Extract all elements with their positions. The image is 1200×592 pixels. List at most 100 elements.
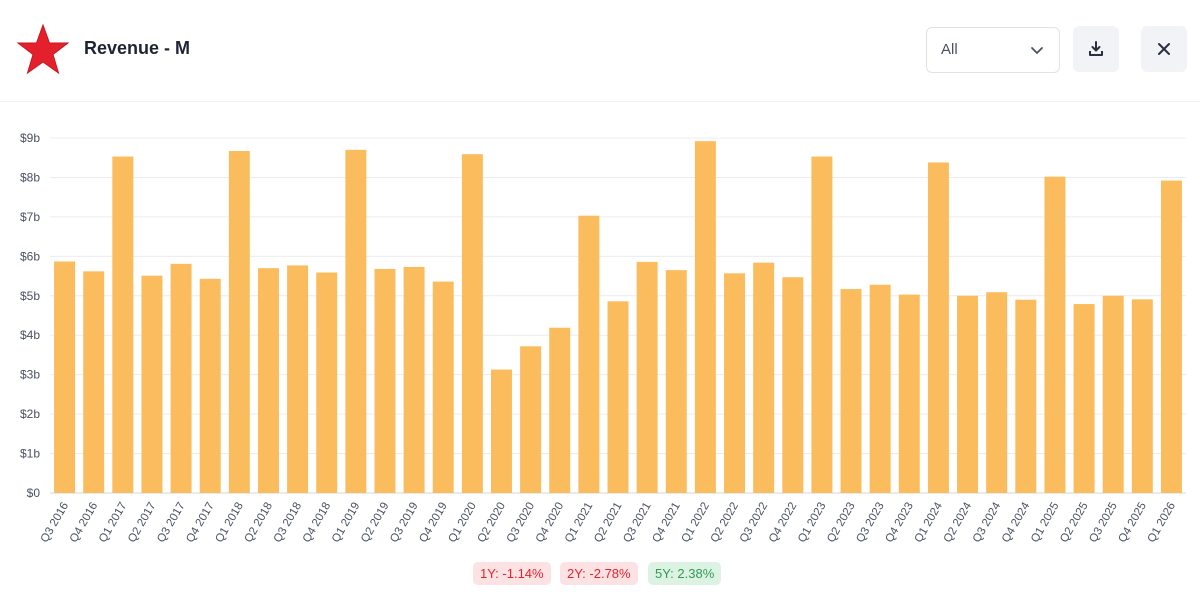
bar[interactable] xyxy=(665,270,687,493)
bar[interactable] xyxy=(170,263,192,493)
growth-badge: 2Y: -2.78% xyxy=(560,562,638,585)
x-tick-label: Q1 2019 xyxy=(330,501,362,545)
bar[interactable] xyxy=(753,262,775,493)
x-tick-label: Q1 2023 xyxy=(796,501,828,545)
growth-badge: 1Y: -1.14% xyxy=(473,562,551,585)
x-tick-label: Q2 2021 xyxy=(592,501,624,545)
growth-badge: 5Y: 2.38% xyxy=(648,562,722,585)
bar[interactable] xyxy=(345,149,367,494)
bar[interactable] xyxy=(607,301,629,493)
x-tick-label: Q4 2025 xyxy=(1116,501,1148,545)
bar[interactable] xyxy=(520,346,542,493)
bar[interactable] xyxy=(957,295,979,493)
x-tick-label: Q3 2021 xyxy=(621,501,653,545)
y-tick-label: $7b xyxy=(20,210,40,224)
x-tick-label: Q1 2024 xyxy=(913,500,946,545)
x-tick-label: Q3 2020 xyxy=(505,501,537,545)
bar[interactable] xyxy=(1160,180,1182,493)
x-tick-label: Q3 2022 xyxy=(738,501,770,545)
x-tick-label: Q3 2017 xyxy=(155,501,187,545)
bar[interactable] xyxy=(1044,176,1066,493)
download-icon xyxy=(1089,41,1103,56)
bar[interactable] xyxy=(228,151,250,493)
bar[interactable] xyxy=(141,275,163,493)
bar[interactable] xyxy=(199,278,221,493)
y-tick-label: $6b xyxy=(20,249,40,263)
x-tick-label: Q2 2020 xyxy=(476,501,508,545)
growth-badges: 1Y: -1.14% 2Y: -2.78% 5Y: 2.38% xyxy=(0,562,1200,586)
y-tick-label: $2b xyxy=(20,407,40,421)
bar[interactable] xyxy=(461,154,483,493)
period-select[interactable]: All xyxy=(926,27,1060,73)
x-tick-label: Q4 2018 xyxy=(301,501,333,545)
x-tick-label: Q4 2016 xyxy=(68,501,100,545)
y-tick-label: $5b xyxy=(20,289,40,303)
x-tick-label: Q3 2019 xyxy=(388,501,420,545)
bar[interactable] xyxy=(1073,304,1095,493)
bar[interactable] xyxy=(782,277,804,493)
bar[interactable] xyxy=(549,327,571,493)
x-tick-label: Q1 2026 xyxy=(1146,501,1178,545)
x-tick-label: Q3 2024 xyxy=(971,500,1004,545)
bar[interactable] xyxy=(374,268,396,493)
bar[interactable] xyxy=(636,261,658,493)
y-tick-label: $3b xyxy=(20,368,40,382)
red-star-icon xyxy=(16,23,70,75)
x-tick-label: Q4 2022 xyxy=(767,501,799,545)
bar[interactable] xyxy=(927,162,949,493)
chart-header: Revenue - M All xyxy=(0,0,1200,102)
bar[interactable] xyxy=(403,266,425,493)
x-tick-label: Q1 2017 xyxy=(97,501,129,545)
x-tick-label: Q1 2020 xyxy=(447,501,479,545)
download-button[interactable] xyxy=(1073,26,1119,72)
bar[interactable] xyxy=(840,289,862,493)
x-tick-label: Q4 2017 xyxy=(184,501,216,545)
bar[interactable] xyxy=(316,272,338,493)
bar[interactable] xyxy=(491,369,512,493)
bar[interactable] xyxy=(83,271,105,493)
bar[interactable] xyxy=(112,156,134,493)
x-tick-label: Q2 2023 xyxy=(825,501,857,545)
x-tick-label: Q1 2021 xyxy=(563,501,595,545)
x-tick-label: Q4 2021 xyxy=(650,501,682,545)
bar[interactable] xyxy=(898,294,920,493)
bar[interactable] xyxy=(869,284,891,493)
x-tick-label: Q4 2020 xyxy=(534,501,566,545)
bar[interactable] xyxy=(1102,295,1124,493)
y-tick-label: $4b xyxy=(20,328,40,342)
x-tick-label: Q3 2016 xyxy=(39,501,71,545)
y-tick-label: $0 xyxy=(27,486,41,500)
x-tick-label: Q4 2019 xyxy=(417,501,449,545)
bar[interactable] xyxy=(986,292,1008,493)
bar[interactable] xyxy=(1131,299,1153,493)
y-tick-label: $8b xyxy=(20,170,40,184)
y-tick-label: $1b xyxy=(20,447,40,461)
x-tick-label: Q3 2018 xyxy=(272,501,304,545)
bar[interactable] xyxy=(724,273,745,493)
x-tick-label: Q2 2024 xyxy=(942,500,975,545)
x-tick-label: Q1 2025 xyxy=(1029,501,1061,545)
chart-title: Revenue - M xyxy=(84,38,191,58)
bar[interactable] xyxy=(578,215,600,493)
x-tick-label: Q2 2019 xyxy=(359,501,391,545)
close-button[interactable] xyxy=(1141,26,1187,72)
x-tick-label: Q3 2025 xyxy=(1087,501,1119,545)
bar[interactable] xyxy=(432,281,454,493)
x-tick-label: Q3 2023 xyxy=(854,501,886,545)
x-tick-label: Q1 2022 xyxy=(680,501,712,545)
bar[interactable] xyxy=(257,268,279,493)
bar[interactable] xyxy=(694,141,716,493)
bar[interactable] xyxy=(54,261,76,493)
bar[interactable] xyxy=(1015,299,1037,493)
bar[interactable] xyxy=(811,156,833,493)
x-tick-label: Q1 2018 xyxy=(213,501,245,545)
x-tick-label: Q2 2017 xyxy=(126,501,158,545)
period-select-value: All xyxy=(941,41,958,58)
x-tick-label: Q4 2023 xyxy=(883,501,915,545)
chevron-down-icon xyxy=(1031,47,1043,54)
y-tick-label: $9b xyxy=(20,131,40,145)
x-tick-label: Q4 2024 xyxy=(1000,500,1033,545)
bar[interactable] xyxy=(287,265,309,493)
x-tick-label: Q2 2018 xyxy=(243,501,275,545)
